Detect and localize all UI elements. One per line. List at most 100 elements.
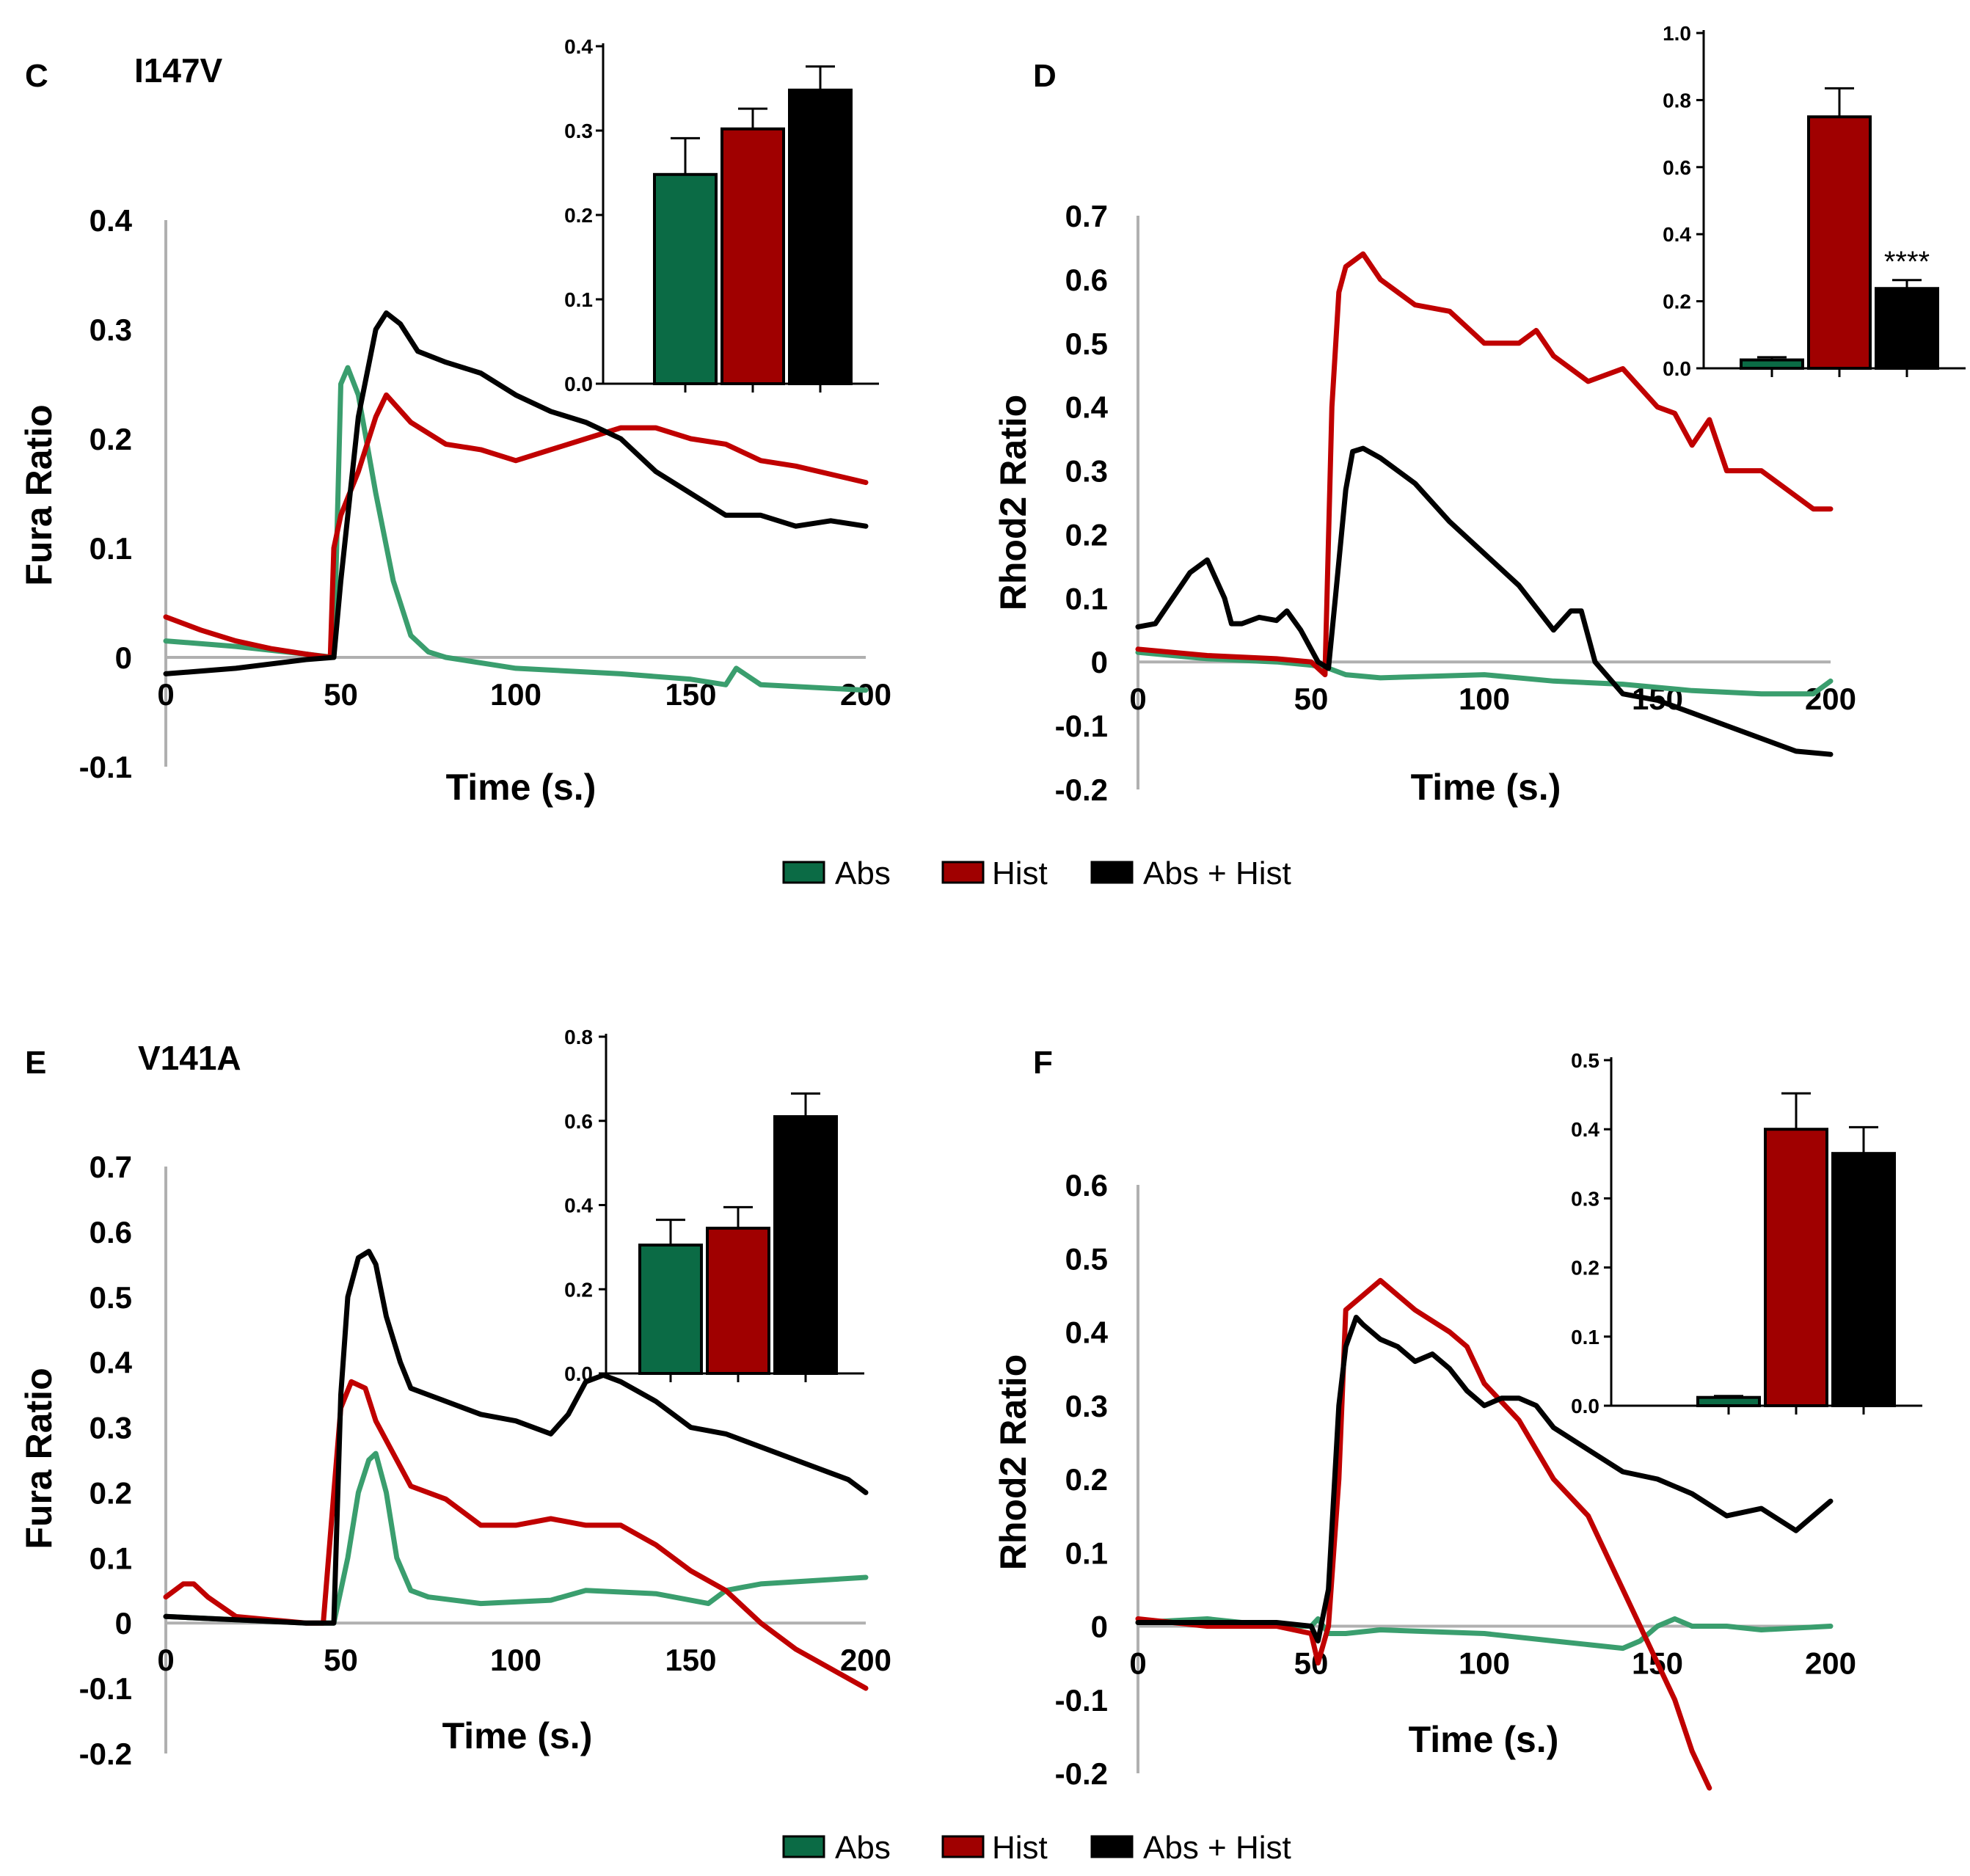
inset-y-tick-label: 0.0 (1571, 1395, 1599, 1417)
series-line-abs-hist (163, 1249, 869, 1626)
legend-swatch-hist (941, 861, 985, 884)
inset-y-tick-label: 0.4 (564, 1194, 593, 1217)
y-tick-label: 0.4 (1065, 1315, 1109, 1350)
x-tick-label: 200 (1805, 1646, 1856, 1681)
x-tick-label: 200 (840, 1643, 891, 1677)
inset-bar-abs (1740, 358, 1804, 371)
y-tick-label: 0 (1091, 645, 1108, 679)
y-tick-label: 0.5 (1065, 1241, 1108, 1276)
y-tick-label: 0 (115, 1606, 132, 1640)
x-axis-label: Time (s.) (446, 767, 597, 808)
y-tick-label: 0.2 (1065, 1462, 1108, 1497)
series-line-abs (1135, 649, 1834, 697)
panel-label: F (1033, 1045, 1053, 1081)
legend-swatch-abs-hist (1090, 861, 1134, 884)
legend-label-abs-hist: Abs + Hist (1143, 1830, 1291, 1866)
series-line-abs-hist (1135, 1315, 1834, 1644)
x-tick-label: 100 (1459, 682, 1510, 716)
y-tick-label: 0.3 (1065, 1389, 1108, 1423)
y-tick-label: 0.2 (1065, 517, 1108, 552)
inset-bar-abs-hist (1831, 1152, 1896, 1408)
x-tick-label: 100 (490, 677, 541, 712)
inset-y-tick-label: 0.8 (564, 1026, 593, 1048)
legend-label-abs: Abs (835, 1830, 891, 1866)
series-line-hist (1135, 251, 1834, 678)
x-axis-label: Time (s.) (442, 1715, 593, 1756)
inset-y-tick-label: 0.4 (564, 35, 593, 58)
y-axis-label: Rhod2 Ratio (993, 395, 1034, 610)
y-tick-label: -0.2 (1055, 773, 1108, 807)
inset-y-tick-label: 0.2 (1663, 291, 1691, 313)
panel-label: D (1033, 58, 1057, 94)
inset-bar-chart: 0.0 0.1 0.2 0.3 0.4 (564, 35, 879, 395)
inset-y-tick-label: 0.2 (564, 1278, 593, 1301)
legend-swatch-hist (941, 1835, 985, 1858)
inset-y-tick-label: 0.4 (1663, 223, 1691, 246)
series-line-abs-hist (1135, 445, 1834, 757)
inset-y-tick-label: 0.4 (1571, 1118, 1599, 1141)
panel-e: E V141A Time (s.) Fura Ratio -0.2 -0.1 0 0.… (18, 1026, 891, 1771)
x-axis-label: Time (s.) (1411, 767, 1561, 808)
legend-bottom: Abs Hist Abs + Hist (782, 1830, 1291, 1866)
legend-swatch-abs-hist (1090, 1835, 1134, 1858)
inset-bar-chart: 0.0 0.1 0.2 0.3 0.4 0.5 (1571, 1049, 1922, 1417)
legend-label-hist: Hist (992, 1830, 1048, 1866)
inset-y-tick-label: 1.0 (1663, 22, 1691, 45)
y-tick-label: -0.1 (79, 1671, 132, 1706)
inset-y-tick-label: 0.1 (1571, 1326, 1599, 1348)
x-tick-label: 100 (490, 1643, 541, 1677)
inset-bar-hist (720, 127, 785, 385)
y-tick-label: 0.6 (90, 1215, 132, 1249)
x-tick-label: 100 (1459, 1646, 1510, 1681)
x-tick-label: 150 (665, 1643, 716, 1677)
legend-label-hist: Hist (992, 855, 1048, 891)
panel-label: C (25, 58, 48, 94)
y-tick-label: 0.3 (90, 1411, 132, 1445)
x-axis-label: Time (s.) (1409, 1719, 1559, 1760)
y-axis-label: Rhod2 Ratio (993, 1354, 1034, 1570)
y-axis-label: Fura Ratio (18, 404, 59, 585)
y-tick-label: -0.1 (1055, 709, 1108, 743)
inset-significance-label: **** (1884, 246, 1930, 278)
legend-label-abs: Abs (835, 855, 891, 891)
x-tick-label: 0 (157, 677, 174, 712)
y-tick-label: -0.2 (1055, 1756, 1108, 1791)
y-tick-label: 0.7 (90, 1150, 132, 1184)
y-tick-label: -0.2 (79, 1737, 132, 1771)
inset-y-tick-label: 0.0 (564, 373, 593, 395)
legend-swatch-abs (782, 1835, 825, 1858)
inset-y-tick-label: 0.0 (564, 1362, 593, 1385)
inset-y-tick-label: 0.2 (564, 204, 593, 227)
y-tick-label: 0.1 (1065, 1536, 1108, 1570)
inset-y-tick-label: 0.5 (1571, 1049, 1599, 1072)
panel-label: E (25, 1045, 46, 1081)
y-tick-label: 0.1 (90, 1541, 132, 1575)
legend-swatch-abs (782, 861, 825, 884)
y-tick-label: 0.5 (1065, 326, 1108, 361)
inset-y-tick-label: 0.6 (564, 1110, 593, 1133)
y-tick-label: -0.1 (79, 750, 132, 784)
y-axis-label: Fura Ratio (18, 1368, 59, 1549)
inset-bar-chart: 0.0 0.2 0.4 0.6 0.8 (564, 1026, 864, 1385)
inset-bar-abs (653, 172, 718, 386)
y-tick-label: -0.1 (1055, 1683, 1108, 1718)
panel-title: V141A (138, 1039, 241, 1077)
y-tick-label: 0.1 (90, 531, 132, 566)
inset-y-tick-label: 0.3 (1571, 1187, 1599, 1210)
y-tick-label: 0.6 (1065, 1168, 1108, 1202)
x-tick-label: 0 (1129, 1646, 1146, 1681)
inset-y-tick-label: 0.0 (1663, 357, 1691, 380)
panel-d: D Time (s.) Rhod2 Ratio -0.2-0.100.10.20… (993, 22, 1966, 808)
series-line-abs (163, 365, 869, 693)
x-tick-label: 0 (1129, 682, 1146, 716)
y-tick-label: 0.4 (1065, 390, 1109, 425)
x-tick-label: 200 (1805, 682, 1856, 716)
series-line-hist (163, 392, 869, 660)
series-line-abs (163, 1450, 869, 1626)
y-tick-label: 0.2 (90, 422, 132, 456)
panel-title: I147V (134, 51, 223, 90)
legend-label-abs-hist: Abs + Hist (1143, 855, 1291, 891)
x-tick-label: 50 (324, 1643, 358, 1677)
y-tick-label: 0 (115, 640, 132, 675)
